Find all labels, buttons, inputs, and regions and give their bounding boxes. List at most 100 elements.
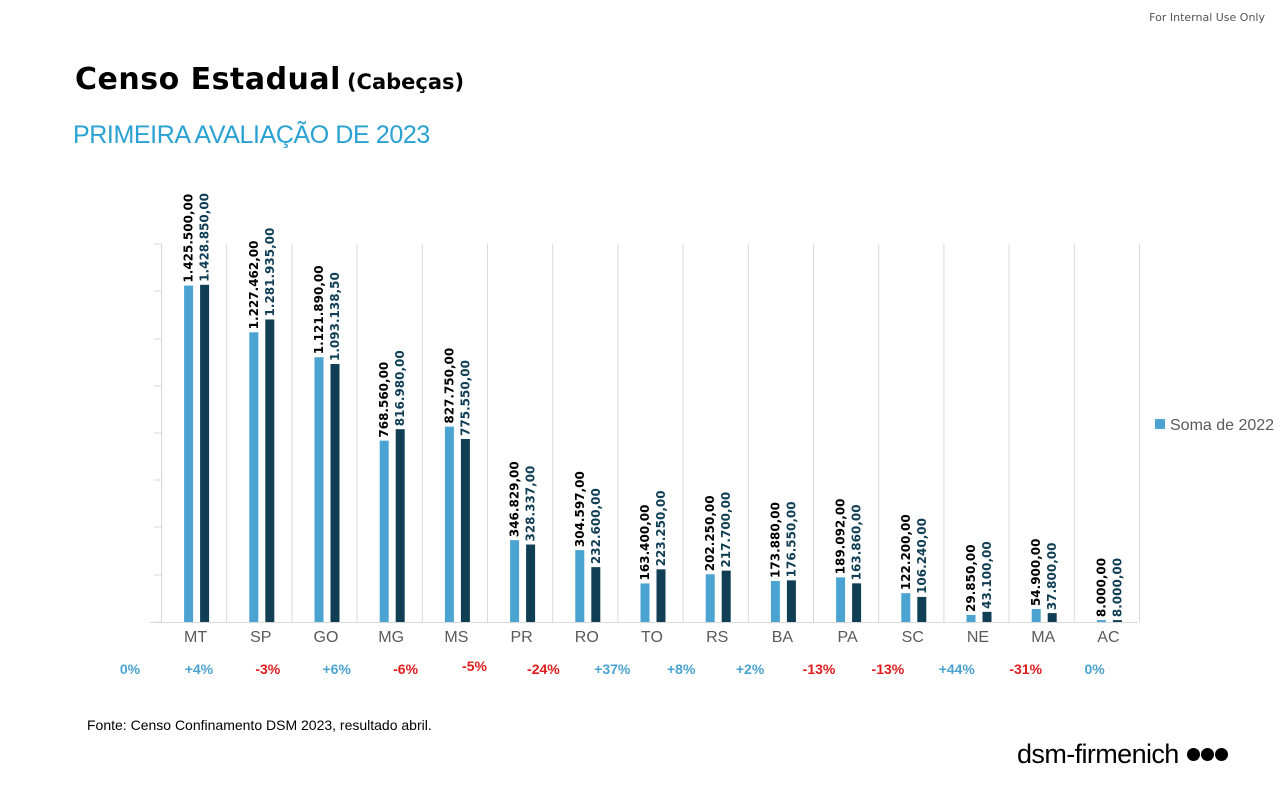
bar-2022-RO xyxy=(575,550,585,622)
variation-label-MS: -6% xyxy=(393,661,418,677)
data-label-2022-MG: 768.560,00 xyxy=(377,362,391,438)
legend-swatch xyxy=(1155,419,1165,429)
bar-2022-RS xyxy=(705,574,715,622)
data-label-2022-PA: 189.092,00 xyxy=(834,498,848,574)
data-label-2023-MA: 37.800,00 xyxy=(1045,543,1059,611)
data-label-2023-MG: 816.980,00 xyxy=(393,350,407,426)
x-tick-label-PR: PR xyxy=(510,629,532,646)
bar-2023-NE xyxy=(982,611,992,622)
x-tick-label-MG: MG xyxy=(378,629,404,646)
bar-2022-MA xyxy=(1031,609,1041,622)
logo-text: dsm-firmenich xyxy=(1017,738,1179,769)
variation-label-MA: -31% xyxy=(1009,661,1042,677)
data-label-2023-RO: 232.600,00 xyxy=(589,488,603,564)
title-main: Censo Estadual xyxy=(75,62,341,97)
variation-label-MG: +6% xyxy=(322,661,351,677)
data-label-2022-RO: 304.597,00 xyxy=(573,471,587,547)
x-tick-label-RS: RS xyxy=(706,629,728,646)
bar-2022-MT xyxy=(184,285,194,622)
variation-label-SP: +4% xyxy=(185,661,214,677)
company-logo: dsm-firmenich xyxy=(1017,736,1229,772)
bar-2022-PR xyxy=(510,540,520,622)
data-label-2023-RS: 217.700,00 xyxy=(719,492,733,568)
bar-2023-RS xyxy=(721,570,731,622)
data-label-2023-PA: 163.860,00 xyxy=(850,504,864,580)
x-tick-label-MA: MA xyxy=(1031,629,1055,646)
x-tick-label-SP: SP xyxy=(250,629,271,646)
data-label-2023-SC: 106.240,00 xyxy=(915,518,929,594)
data-label-2023-GO: 1.093.138,50 xyxy=(328,272,342,361)
x-tick-label-MS: MS xyxy=(444,629,468,646)
x-tick-label-PA: PA xyxy=(838,629,858,646)
data-label-2023-AC: 8.000,00 xyxy=(1110,558,1124,617)
title-unit: (Cabeças) xyxy=(346,70,465,94)
bar-2022-SP xyxy=(249,332,259,622)
bar-2022-SC xyxy=(901,593,911,622)
data-label-2023-SP: 1.281.935,00 xyxy=(263,228,277,317)
bar-2022-NE xyxy=(966,614,976,622)
variation-label-PA: -13% xyxy=(803,661,836,677)
data-label-2023-BA: 176.550,00 xyxy=(784,501,798,577)
data-label-2022-SP: 1.227.462,00 xyxy=(247,240,261,329)
bar-2022-MG xyxy=(379,440,389,622)
data-label-2022-GO: 1.121.890,00 xyxy=(312,265,326,354)
variation-label-SC: -13% xyxy=(872,661,905,677)
data-label-2022-MS: 827.750,00 xyxy=(442,348,456,424)
bar-2023-RO xyxy=(591,567,601,622)
data-label-2022-MA: 54.900,00 xyxy=(1029,538,1043,606)
x-tick-label-SC: SC xyxy=(902,629,924,646)
variation-label-MT: 0% xyxy=(120,661,141,677)
data-label-2022-MT: 1.425.500,00 xyxy=(182,194,196,283)
variation-label-NE: +44% xyxy=(939,661,976,677)
bar-2023-SP xyxy=(265,319,275,622)
variation-label-GO: -3% xyxy=(255,661,280,677)
bar-2023-MG xyxy=(395,429,405,622)
variation-label-BA: +2% xyxy=(736,661,765,677)
bar-2023-PR xyxy=(526,544,536,622)
bar-2023-MT xyxy=(200,284,210,622)
page-subtitle: PRIMEIRA AVALIAÇÃO DE 2023 xyxy=(73,121,430,149)
x-tick-label-BA: BA xyxy=(772,629,794,646)
data-label-2023-NE: 43.100,00 xyxy=(980,541,994,609)
bar-2023-BA xyxy=(786,580,796,622)
x-tick-label-AC: AC xyxy=(1097,629,1119,646)
data-label-2022-NE: 29.850,00 xyxy=(964,544,978,612)
data-label-2023-TO: 223.250,00 xyxy=(654,490,668,566)
data-label-2023-MT: 1.428.850,00 xyxy=(198,193,212,282)
bar-2022-TO xyxy=(640,583,650,622)
bar-chart: 1.425.500,00 1.428.850,00 MT 0% 1.227.462,00… xyxy=(120,193,1140,677)
data-label-2022-RS: 202.250,00 xyxy=(703,495,717,571)
data-label-2023-MS: 775.550,00 xyxy=(458,360,472,436)
data-label-2022-SC: 122.200,00 xyxy=(899,514,913,590)
variation-label-RO: -24% xyxy=(527,661,560,677)
bar-2023-MA xyxy=(1047,613,1057,622)
data-label-2022-PR: 346.829,00 xyxy=(508,461,522,537)
three-dots-icon xyxy=(1186,747,1229,761)
legend-label: Soma de 2022 xyxy=(1170,417,1275,434)
bar-2023-GO xyxy=(330,364,340,622)
bar-2023-PA xyxy=(852,583,862,622)
bar-2022-GO xyxy=(314,357,324,622)
internal-use-note: For Internal Use Only xyxy=(1149,11,1265,24)
data-label-2022-TO: 163.400,00 xyxy=(638,505,652,581)
bar-2023-MS xyxy=(460,438,470,622)
bar-2023-TO xyxy=(656,569,666,622)
variation-label-TO: +37% xyxy=(594,661,631,677)
x-tick-label-NE: NE xyxy=(967,629,989,646)
variation-label-RS: +8% xyxy=(667,661,696,677)
x-tick-label-RO: RO xyxy=(575,629,599,646)
data-label-2022-AC: 8.000,00 xyxy=(1094,558,1108,617)
variation-label-PR: -5% xyxy=(462,658,487,674)
bar-2022-PA xyxy=(836,577,846,622)
bar-2022-MS xyxy=(444,426,454,622)
bar-2023-AC xyxy=(1112,620,1122,622)
variation-label-AC: 0% xyxy=(1084,661,1105,677)
data-label-2022-BA: 173.880,00 xyxy=(768,502,782,578)
x-tick-label-GO: GO xyxy=(314,629,339,646)
source-note: Fonte: Censo Confinamento DSM 2023, resu… xyxy=(87,717,432,733)
data-label-2023-PR: 328.337,00 xyxy=(524,466,538,542)
bar-2022-AC xyxy=(1096,620,1106,622)
x-tick-label-MT: MT xyxy=(184,629,207,646)
x-tick-label-TO: TO xyxy=(641,629,663,646)
bar-2023-SC xyxy=(917,596,927,622)
